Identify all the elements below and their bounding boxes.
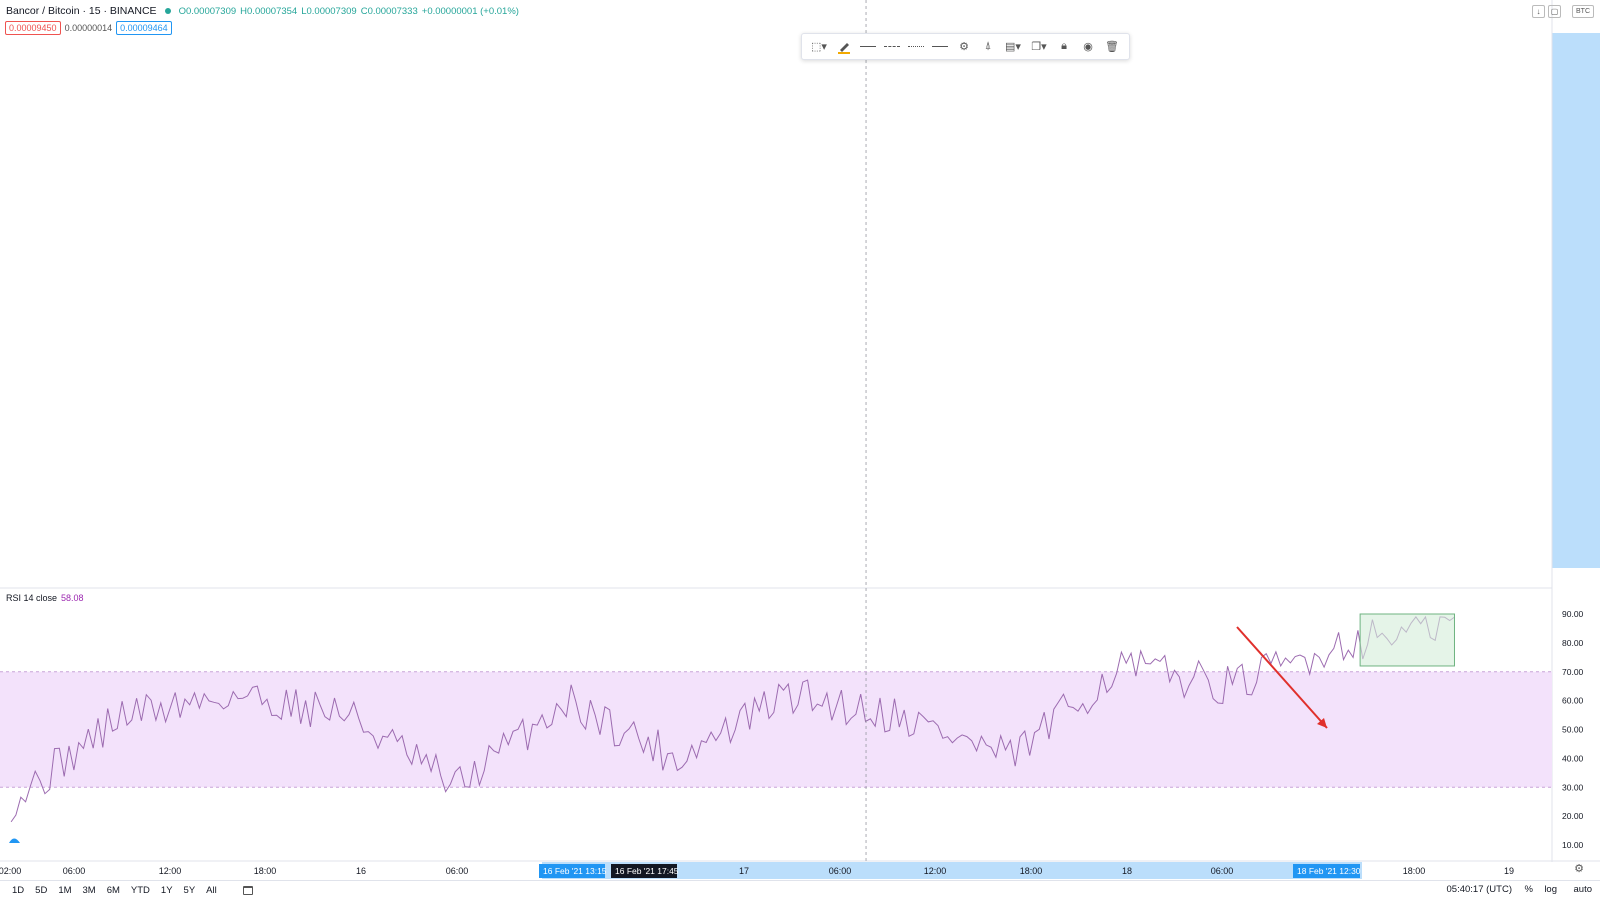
drawing-toolbar: ⬚▾ ⚙ ⍋ ▤▾ ❐▾ 🔒︎ ◉ 🗑︎ [801, 33, 1130, 60]
trade-badges: 0.00009450 0.00000014 0.00009464 [5, 21, 175, 35]
rsi-tick-label: 30.00 [1562, 782, 1584, 792]
line-style-icon[interactable] [856, 37, 880, 57]
end-time-label-bg [1293, 864, 1360, 878]
brush-icon[interactable] [832, 37, 856, 57]
gear-icon[interactable]: ⚙ [1574, 863, 1584, 875]
red-arrow-head[interactable] [1317, 718, 1327, 728]
calendar-icon[interactable] [242, 886, 253, 895]
ohlc-low: L0.00007309 [301, 6, 357, 17]
start-time-label: 16 Feb '21 13:15 [543, 866, 607, 876]
buy-button[interactable]: 0.00009464 [116, 21, 172, 35]
rsi-tick-label: 90.00 [1562, 609, 1584, 619]
time-tick-label: 18:00 [1403, 866, 1426, 876]
top-right-controls: ↓ ▢ BTC [1532, 5, 1594, 18]
clone-icon[interactable]: ❐▾ [1031, 41, 1047, 53]
range-button-5d[interactable]: 5D [35, 885, 48, 896]
time-tick-label: 06:00 [829, 866, 852, 876]
crosshair-time-label: 16 Feb '21 17:45 [615, 866, 679, 876]
red-arrow-shaft[interactable] [1236, 626, 1328, 729]
rsi-band [0, 671, 1552, 788]
time-tick-label: 16 [356, 866, 366, 876]
rsi-tick-label: 20.00 [1562, 811, 1584, 821]
rsi-tick-label: 70.00 [1562, 667, 1584, 677]
time-tick-label: 17 [739, 866, 749, 876]
ohlc-open: O0.00007309 [178, 6, 237, 17]
range-button-5y[interactable]: 5Y [183, 885, 196, 896]
range-button-all[interactable]: All [206, 885, 217, 896]
trash-icon[interactable]: 🗑︎ [1105, 41, 1119, 53]
time-tick-label: 06:00 [446, 866, 469, 876]
price-scale-highlight [1552, 33, 1600, 568]
download-icon[interactable]: ↓ [1532, 5, 1545, 18]
line-dash-icon[interactable] [880, 37, 904, 57]
symbol-header: Bancor / Bitcoin · 15 · BINANCE O0.000073… [6, 5, 523, 17]
spread-value: 0.00000014 [64, 23, 113, 33]
select-tool-icon[interactable]: ⬚▾ [811, 41, 827, 53]
rsi-legend-title: RSI 14 close [6, 593, 58, 603]
range-button-1d[interactable]: 1D [12, 885, 25, 896]
rsi-tick-label: 10.00 [1562, 840, 1584, 850]
time-tick-label: 12:00 [159, 866, 182, 876]
bottom-toolbar: 1D 5D 1M 3M 6M YTD 1Y 5Y All 05:40:17 (UTC) % lo… [0, 880, 1600, 900]
lock-icon[interactable]: 🔒︎ [1061, 40, 1067, 52]
chart-canvas[interactable]: 0.000066000.000068000.000070000.00007200… [0, 0, 1600, 880]
auto-toggle[interactable]: auto [1573, 884, 1593, 895]
time-tick-label: 06:00 [1211, 866, 1234, 876]
time-tick-label: 02:00 [0, 866, 21, 876]
crosshair-time-label-bg [611, 864, 677, 878]
rsi-legend-value: 58.08 [61, 593, 84, 603]
rsi-tick-label: 80.00 [1562, 638, 1584, 648]
percent-toggle[interactable]: % [1524, 884, 1533, 895]
range-button-3m[interactable]: 3M [82, 885, 96, 896]
rsi-tick-label: 50.00 [1562, 725, 1584, 735]
time-tick-label: 18:00 [254, 866, 277, 876]
pane-alert-icon[interactable] [9, 838, 20, 844]
time-tick-label: 12:00 [924, 866, 947, 876]
settings-icon[interactable]: ⚙ [959, 41, 969, 53]
rsi-tick-label: 40.00 [1562, 753, 1584, 763]
log-toggle[interactable]: log [1544, 884, 1557, 895]
range-button-ytd[interactable]: YTD [130, 885, 150, 896]
line-extend-icon[interactable] [928, 37, 952, 57]
rsi-legend[interactable]: RSI 14 close 58.08 [6, 593, 84, 603]
time-tick-label: 19 [1504, 866, 1514, 876]
utc-clock[interactable]: 05:40:17 (UTC) [1446, 884, 1512, 895]
time-axis-highlight [542, 862, 1362, 879]
ohlc-close: C0.00007333 [360, 6, 418, 17]
range-button-1y[interactable]: 1Y [160, 885, 173, 896]
visibility-icon[interactable]: ◉ [1083, 41, 1093, 53]
ohlc-high: H0.00007354 [240, 6, 298, 17]
line-dot-icon[interactable] [904, 37, 928, 57]
currency-badge[interactable]: BTC [1572, 5, 1594, 18]
fullscreen-icon[interactable]: ▢ [1548, 5, 1561, 18]
ohlc-change: +0.00000001 (+0.01%) [421, 6, 519, 17]
template-icon[interactable]: ▤▾ [1005, 41, 1021, 53]
range-button-6m[interactable]: 6M [106, 885, 120, 896]
range-buttons: 1D 5D 1M 3M 6M YTD 1Y 5Y All [0, 885, 217, 896]
rsi-tick-label: 60.00 [1562, 696, 1584, 706]
end-time-label: 18 Feb '21 12:30 [1297, 866, 1361, 876]
time-tick-label: 18 [1122, 866, 1132, 876]
alert-icon[interactable]: ⍋ [984, 40, 992, 52]
sell-button[interactable]: 0.00009450 [5, 21, 61, 35]
market-status-icon [164, 7, 171, 14]
range-button-1m[interactable]: 1M [58, 885, 72, 896]
symbol-title[interactable]: Bancor / Bitcoin · 15 · BINANCE [6, 5, 157, 17]
time-tick-label: 18:00 [1020, 866, 1043, 876]
rsi-line[interactable] [10, 615, 1455, 823]
time-tick-label: 06:00 [63, 866, 86, 876]
rsi-highlight-box[interactable] [1359, 613, 1455, 667]
start-time-label-bg [539, 864, 605, 878]
ohlc-values: O0.00007309 H0.00007354 L0.00007309 C0.0000… [179, 6, 523, 17]
